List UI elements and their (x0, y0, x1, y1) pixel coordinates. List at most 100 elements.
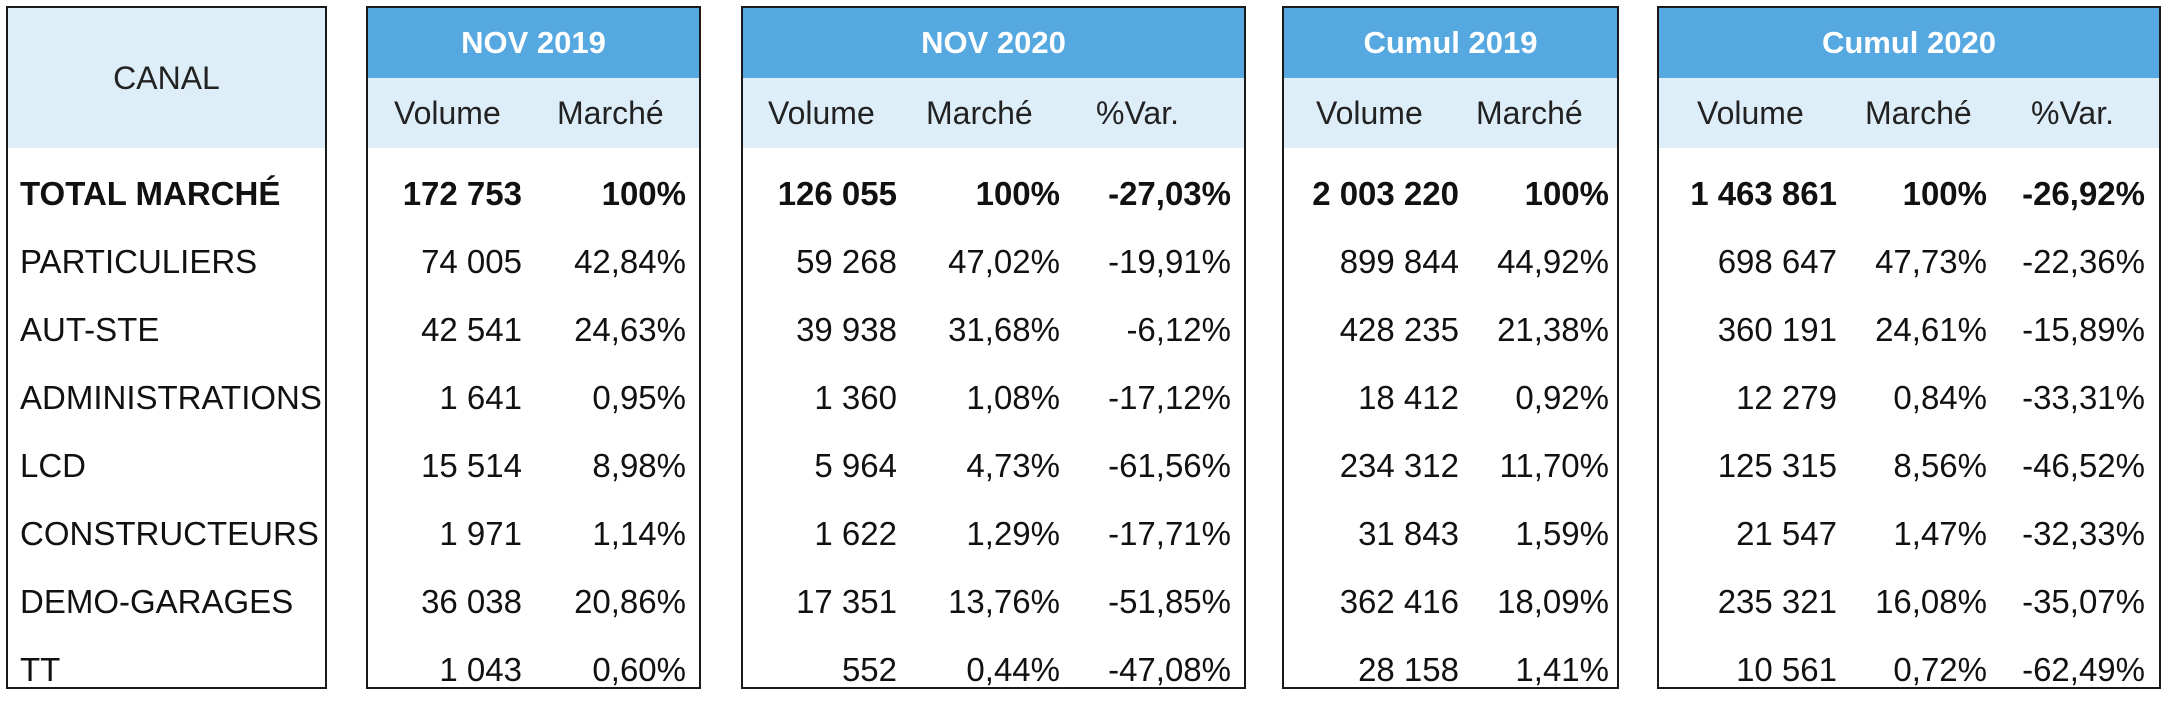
nov-2019-body: 172 753 100% 74 005 42,84% 42 541 24,63% 1 … (368, 148, 699, 704)
table-row: 234 312 11,70% (1284, 432, 1617, 500)
volume-cell: 428 235 (1339, 311, 1459, 348)
table-row: 552 0,44% -47,08% (743, 636, 1244, 704)
marche-cell: 1,08% (966, 379, 1060, 416)
volume-cell: 36 038 (421, 583, 522, 620)
cumul-2019-panel: Cumul 2019 Volume Marché 2 003 220 100% 8… (1282, 6, 1619, 689)
marche-cell: 100% (1902, 175, 1987, 212)
row-label: AUT-STE (8, 296, 325, 364)
var-cell: -33,31% (2022, 379, 2145, 416)
volume-cell: 59 268 (796, 243, 897, 280)
marche-cell: 8,56% (1893, 447, 1987, 484)
table-row: 18 412 0,92% (1284, 364, 1617, 432)
var-cell: -61,56% (1108, 447, 1231, 484)
volume-cell: 362 416 (1339, 583, 1459, 620)
marche-cell: 4,73% (966, 447, 1060, 484)
volume-cell: 235 321 (1717, 583, 1837, 620)
var-cell: -35,07% (2022, 583, 2145, 620)
marche-cell: 0,44% (966, 651, 1060, 688)
marche-cell: 24,63% (574, 311, 686, 348)
volume-cell: 360 191 (1717, 311, 1837, 348)
row-label: LCD (8, 432, 325, 500)
canal-panel: CANAL TOTAL MARCHÉ PARTICULIERS AUT-STE … (6, 6, 327, 689)
marche-cell: 0,60% (592, 651, 686, 688)
table-row: 125 315 8,56% -46,52% (1659, 432, 2159, 500)
column-headers: Volume Marché %Var. (743, 78, 1244, 148)
cumul-2020-panel: Cumul 2020 Volume Marché %Var. 1 463 861… (1657, 6, 2161, 689)
row-label-text: LCD (20, 447, 87, 484)
marche-cell: 100% (975, 175, 1060, 212)
table-row: 1 463 861 100% -26,92% (1659, 160, 2159, 228)
var-cell: -27,03% (1108, 175, 1231, 212)
table-row: 21 547 1,47% -32,33% (1659, 500, 2159, 568)
marche-cell: 31,68% (948, 311, 1060, 348)
var-header: %Var. (1096, 94, 1179, 131)
volume-cell: 172 753 (402, 175, 522, 212)
marche-cell: 18,09% (1497, 583, 1609, 620)
var-cell: -17,12% (1108, 379, 1231, 416)
volume-cell: 552 (841, 651, 897, 688)
var-cell: -26,92% (2022, 175, 2145, 212)
marche-header: Marché (926, 94, 1033, 131)
marche-cell: 100% (1524, 175, 1609, 212)
marche-header: Marché (1865, 94, 1972, 131)
table-row: 17 351 13,76% -51,85% (743, 568, 1244, 636)
canal-header: CANAL (8, 8, 325, 148)
marche-cell: 24,61% (1875, 311, 1987, 348)
volume-cell: 1 622 (814, 515, 897, 552)
row-label-text: TT (20, 651, 61, 688)
table-row: 2 003 220 100% (1284, 160, 1617, 228)
var-cell: -19,91% (1108, 243, 1231, 280)
group-title: NOV 2020 (743, 8, 1244, 78)
marche-cell: 1,47% (1893, 515, 1987, 552)
marche-cell: 8,98% (592, 447, 686, 484)
marche-cell: 16,08% (1875, 583, 1987, 620)
marche-cell: 20,86% (574, 583, 686, 620)
table-row: 360 191 24,61% -15,89% (1659, 296, 2159, 364)
table-row: 59 268 47,02% -19,91% (743, 228, 1244, 296)
nov-2020-body: 126 055 100% -27,03% 59 268 47,02% -19,91% 3… (743, 148, 1244, 704)
var-cell: -6,12% (1126, 311, 1231, 348)
volume-header: Volume (394, 94, 501, 131)
table-row: 31 843 1,59% (1284, 500, 1617, 568)
table-row: 39 938 31,68% -6,12% (743, 296, 1244, 364)
column-headers: Volume Marché (1284, 78, 1617, 148)
volume-header: Volume (768, 94, 875, 131)
group-title: Cumul 2020 (1659, 8, 2159, 78)
var-cell: -47,08% (1108, 651, 1231, 688)
var-cell: -32,33% (2022, 515, 2145, 552)
row-label-text: CONSTRUCTEURS (20, 515, 319, 552)
table-row: 1 043 0,60% (368, 636, 699, 704)
table-row: 1 971 1,14% (368, 500, 699, 568)
volume-cell: 31 843 (1358, 515, 1459, 552)
marche-cell: 1,59% (1515, 515, 1609, 552)
volume-cell: 15 514 (421, 447, 522, 484)
canal-body: TOTAL MARCHÉ PARTICULIERS AUT-STE ADMINI… (8, 148, 325, 704)
volume-cell: 1 641 (439, 379, 522, 416)
volume-cell: 2 003 220 (1312, 175, 1459, 212)
table-row: 235 321 16,08% -35,07% (1659, 568, 2159, 636)
volume-cell: 10 561 (1736, 651, 1837, 688)
row-label-text: PARTICULIERS (20, 243, 258, 280)
marche-cell: 1,41% (1515, 651, 1609, 688)
volume-cell: 17 351 (796, 583, 897, 620)
table-row: 15 514 8,98% (368, 432, 699, 500)
volume-cell: 21 547 (1736, 515, 1837, 552)
marche-cell: 1,14% (592, 515, 686, 552)
table-row: 428 235 21,38% (1284, 296, 1617, 364)
marche-cell: 11,70% (1499, 447, 1609, 484)
row-label: CONSTRUCTEURS (8, 500, 325, 568)
table-row: 10 561 0,72% -62,49% (1659, 636, 2159, 704)
marche-header: Marché (557, 94, 664, 131)
table-row: 1 641 0,95% (368, 364, 699, 432)
volume-cell: 42 541 (421, 311, 522, 348)
column-headers: Volume Marché (368, 78, 699, 148)
marche-cell: 47,02% (948, 243, 1060, 280)
row-label: PARTICULIERS (8, 228, 325, 296)
volume-cell: 125 315 (1717, 447, 1837, 484)
table-row: 362 416 18,09% (1284, 568, 1617, 636)
var-cell: -62,49% (2022, 651, 2145, 688)
nov-2020-panel: NOV 2020 Volume Marché %Var. 126 055 100%… (741, 6, 1246, 689)
marche-cell: 13,76% (948, 583, 1060, 620)
volume-cell: 698 647 (1717, 243, 1837, 280)
marche-cell: 0,92% (1515, 379, 1609, 416)
